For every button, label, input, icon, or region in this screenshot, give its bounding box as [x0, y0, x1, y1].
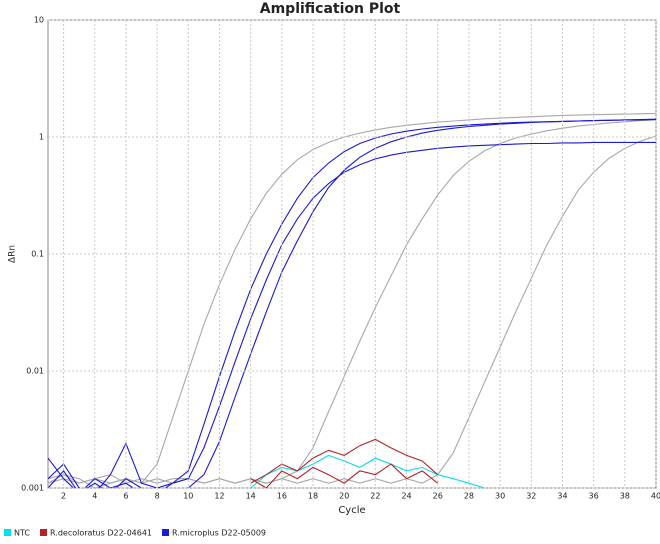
x-tick-label: 24	[401, 492, 411, 501]
series-line	[250, 454, 485, 488]
series-line	[48, 135, 656, 484]
legend-label: NTC	[14, 529, 30, 538]
y-tick-label: 0.1	[31, 250, 44, 259]
legend-swatch	[4, 529, 11, 536]
x-tick-label: 20	[339, 492, 349, 501]
series-line	[48, 118, 656, 488]
x-tick-label: 16	[277, 492, 287, 501]
x-tick-label: 26	[433, 492, 443, 501]
x-tick-label: 6	[123, 492, 128, 501]
legend-swatch	[162, 529, 170, 536]
x-tick-label: 10	[183, 492, 193, 501]
x-tick-label: 40	[651, 492, 660, 501]
chart-title: Amplification Plot	[260, 1, 401, 17]
x-tick-label: 8	[155, 492, 160, 501]
legend-label: R.microplus D22-05009	[172, 529, 266, 538]
x-tick-label: 30	[495, 492, 505, 501]
legend-swatch	[40, 529, 47, 536]
x-tick-label: 22	[370, 492, 380, 501]
series-line	[48, 112, 656, 488]
series-line	[48, 119, 656, 484]
x-tick-label: 18	[308, 492, 318, 501]
x-tick-label: 32	[526, 492, 536, 501]
x-tick-label: 34	[557, 492, 567, 501]
x-tick-label: 4	[92, 492, 97, 501]
x-tick-label: 2	[61, 492, 66, 501]
series-line	[48, 141, 656, 488]
x-tick-label: 14	[246, 492, 256, 501]
x-tick-label: 12	[214, 492, 224, 501]
y-axis-label: ΔRn	[8, 245, 18, 263]
x-tick-label: 36	[589, 492, 599, 501]
legend-label: R.decoloratus D22-04641	[50, 529, 152, 538]
plot-area	[48, 112, 656, 488]
y-tick-label: 0.01	[26, 367, 44, 376]
series-line	[250, 463, 439, 488]
y-tick-label: 0.001	[21, 484, 44, 493]
series-line	[48, 118, 656, 488]
y-tick-label: 1	[39, 133, 44, 142]
y-tick-label: 10	[34, 16, 44, 25]
x-tick-label: 28	[464, 492, 474, 501]
x-tick-label: 38	[620, 492, 630, 501]
x-axis-label: Cycle	[338, 505, 365, 516]
